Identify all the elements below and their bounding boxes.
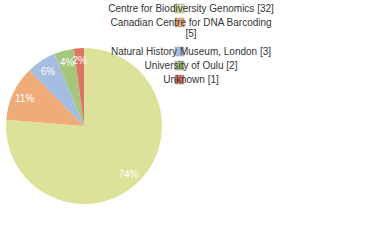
svg-text:Canadian Centre for DNA Barcod: Canadian Centre for DNA Barcoding bbox=[110, 17, 271, 28]
svg-text:11%: 11% bbox=[15, 93, 34, 104]
svg-text:4%: 4% bbox=[60, 57, 75, 69]
svg-text:Unknown [1]: Unknown [1] bbox=[163, 74, 219, 85]
svg-text:2%: 2% bbox=[73, 55, 88, 66]
svg-text:74%: 74% bbox=[118, 169, 138, 180]
svg-text:6%: 6% bbox=[41, 66, 56, 77]
svg-text:University of Oulu [2]: University of Oulu [2] bbox=[145, 60, 238, 71]
svg-text:[5]: [5] bbox=[185, 28, 196, 39]
svg-text:Natural History Museum, London: Natural History Museum, London [3] bbox=[111, 46, 271, 57]
svg-text:Centre for Biodiversity Genomi: Centre for Biodiversity Genomics [32] bbox=[108, 3, 274, 14]
